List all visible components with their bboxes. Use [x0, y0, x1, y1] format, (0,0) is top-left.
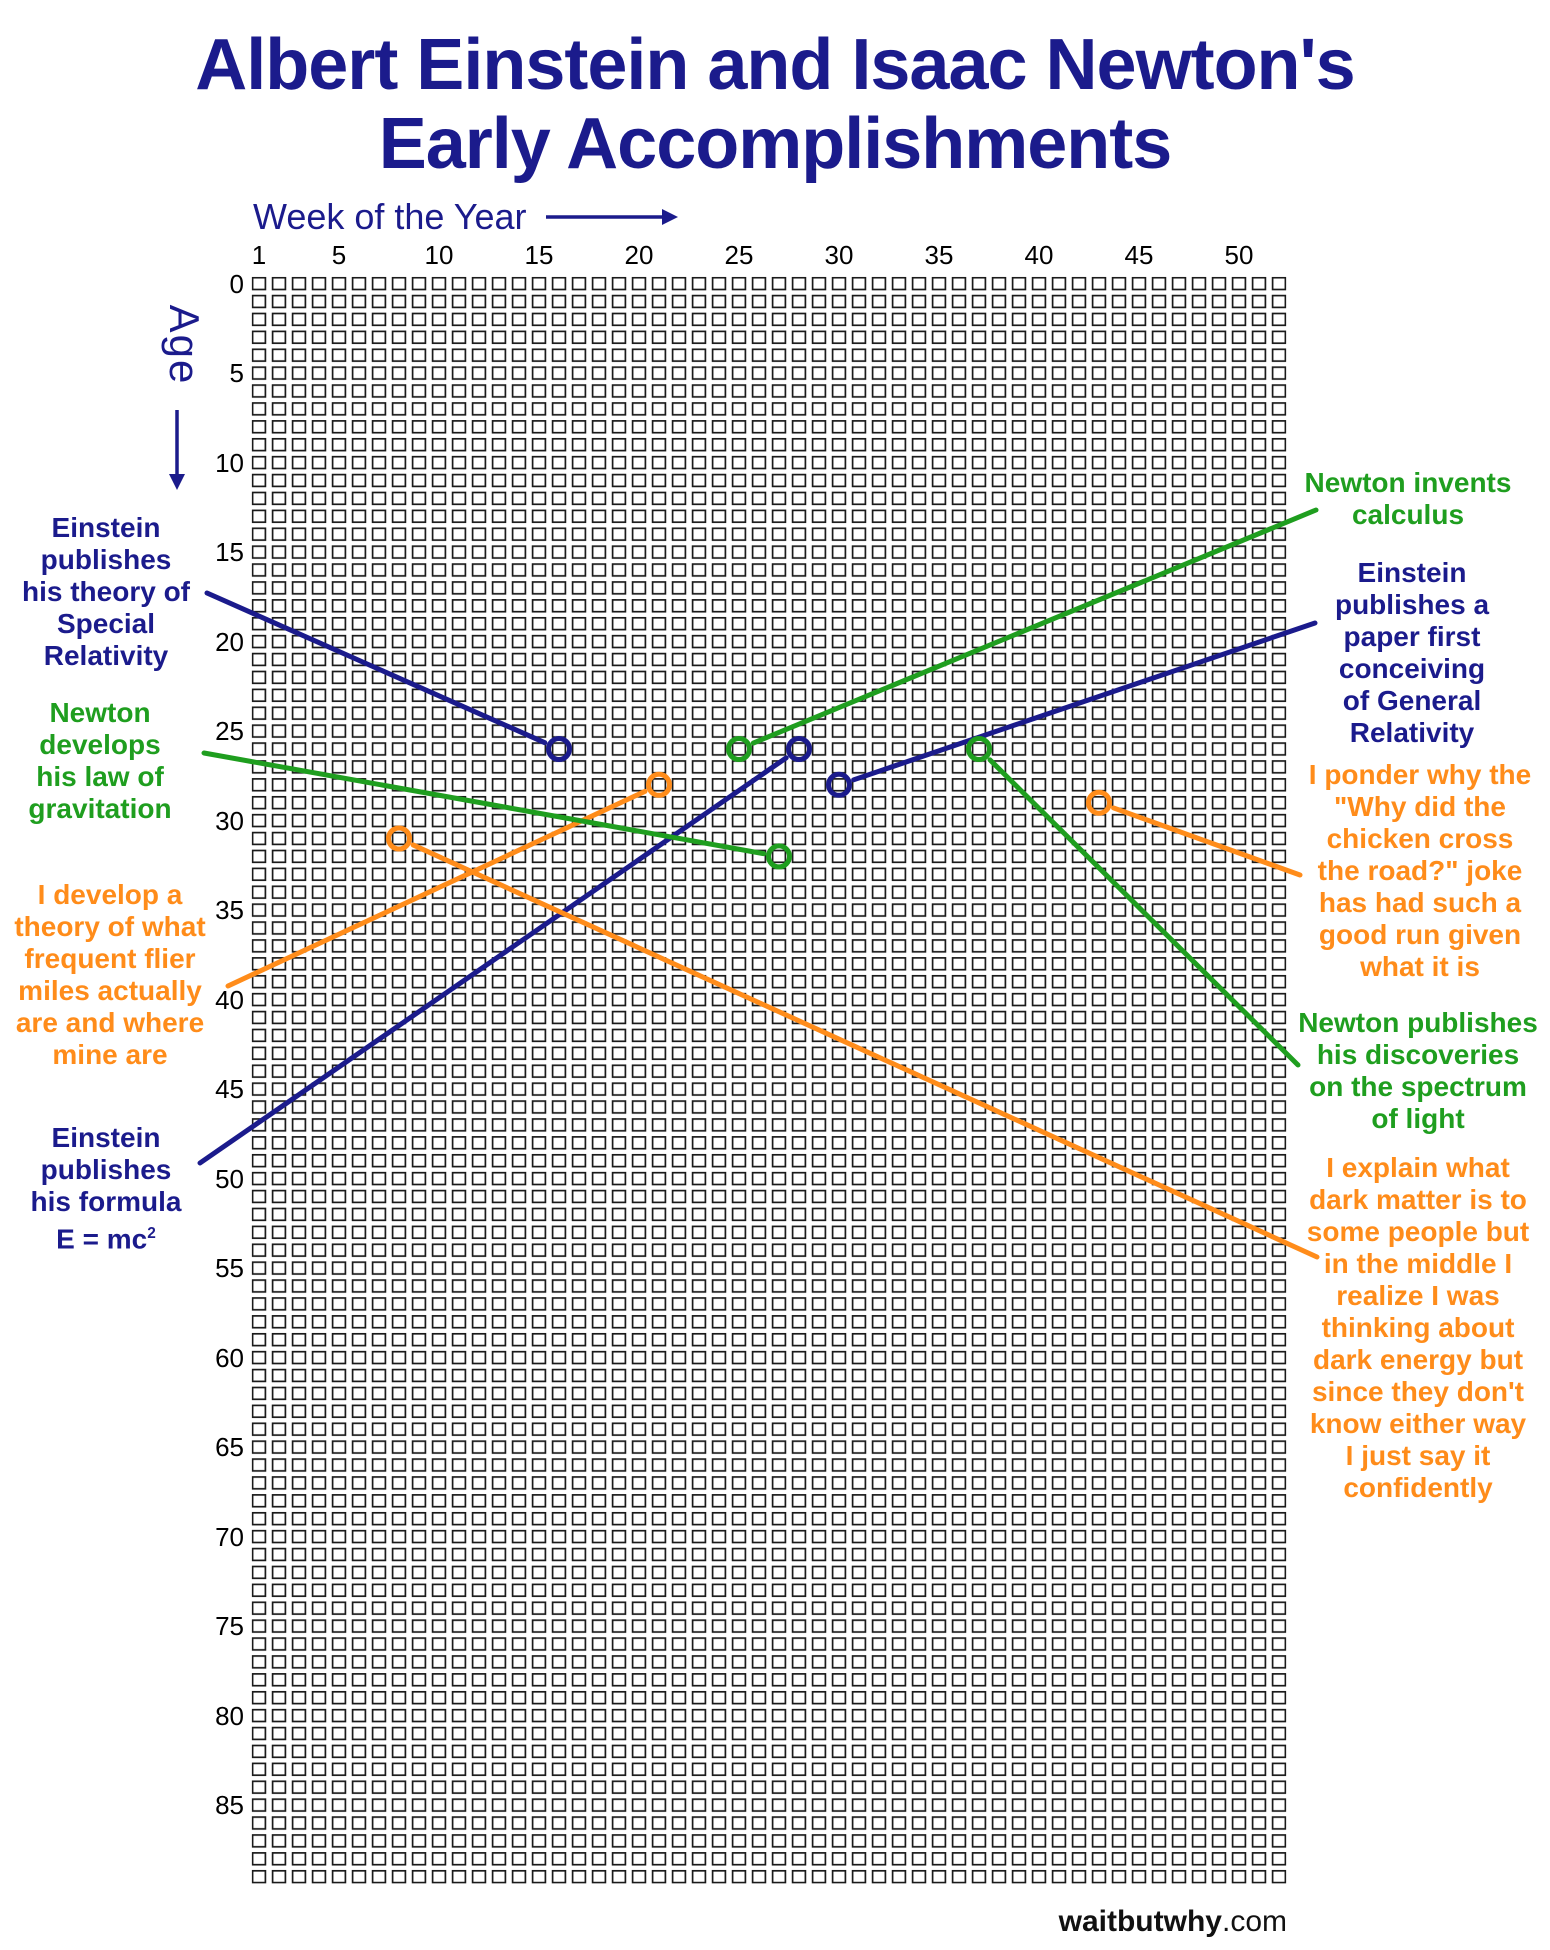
week-tick-5: 5	[331, 240, 347, 270]
event-label-frequent-flier: I develop a theory of what frequent flier m…	[14, 879, 206, 1070]
age-tick-80: 80	[215, 1700, 244, 1731]
age-tick-70: 70	[215, 1521, 244, 1552]
page-title-line1: Albert Einstein and Isaac Newton's	[195, 25, 1355, 105]
age-tick-20: 20	[215, 626, 244, 657]
event-line-frequent-flier	[225, 788, 648, 989]
age-tick-5: 5	[229, 358, 244, 389]
age-tick-35: 35	[215, 895, 244, 926]
age-tick-40: 40	[215, 984, 244, 1015]
week-tick-40: 40	[1024, 240, 1054, 270]
event-label-calculus: Newton invents calculus	[1304, 467, 1512, 530]
footer-site-tld: .com	[1221, 1905, 1287, 1938]
event-label-emc2: Einstein publishes his formula E = mc2	[30, 1122, 182, 1255]
age-tick-25: 25	[215, 716, 244, 747]
event-line-general-relativity	[851, 620, 1318, 783]
event-line-spectrum-of-light	[987, 757, 1301, 1068]
life-weeks-grid	[251, 276, 1287, 1884]
age-tick-65: 65	[215, 1432, 244, 1463]
age-tick-45: 45	[215, 1074, 244, 1105]
event-circle-calculus	[726, 736, 752, 762]
event-label-general-relativity: Einstein publishes a paper first conceiving…	[1334, 557, 1490, 748]
event-line-special-relativity	[204, 590, 548, 746]
age-axis-arrowhead	[169, 474, 185, 490]
week-tick-35: 35	[924, 240, 954, 270]
age-tick-10: 10	[215, 447, 244, 478]
page-title-line2: Early Accomplishments	[378, 104, 1173, 184]
footer-site-name: waitbutwhy	[1058, 1905, 1222, 1938]
week-tick-20: 20	[624, 240, 654, 270]
event-circle-general-relativity	[826, 771, 852, 798]
event-circle-dark-matter	[386, 825, 412, 852]
event-circle-special-relativity	[546, 736, 572, 762]
week-tick-10: 10	[424, 240, 454, 270]
age-tick-85: 85	[215, 1790, 244, 1821]
event-label-dark-matter: I explain what dark matter is to some peop…	[1306, 1152, 1530, 1503]
event-label-chicken-joke: I ponder why the "Why did the chicken cros…	[1308, 759, 1532, 982]
age-tick-60: 60	[215, 1342, 244, 1373]
week-tick-15: 15	[524, 240, 554, 270]
event-circle-frequent-flier	[646, 771, 672, 798]
week-tick-50: 50	[1224, 240, 1254, 270]
event-circle-gravitation	[766, 843, 792, 870]
event-label-special-relativity: Einstein publishes his theory of Special Rel…	[21, 512, 191, 671]
age-tick-0: 0	[229, 268, 244, 299]
age-tick-75: 75	[215, 1611, 244, 1642]
footer-credit: waitbutwhy.com	[1059, 1905, 1287, 1939]
event-line-dark-matter	[410, 842, 1320, 1260]
event-label-spectrum-of-light: Newton publishes his discoveries on the sp…	[1298, 1007, 1538, 1134]
x-axis-title: Week of the Year	[253, 196, 527, 237]
week-tick-30: 30	[824, 240, 854, 270]
week-axis-arrowhead	[662, 209, 678, 225]
event-label-gravitation: Newton develops his law of gravitation	[28, 697, 172, 824]
age-tick-15: 15	[215, 537, 244, 568]
week-tick-25: 25	[724, 240, 754, 270]
event-circle-emc2	[786, 736, 812, 762]
event-line-emc2	[197, 755, 789, 1166]
age-tick-30: 30	[215, 805, 244, 836]
week-tick-45: 45	[1124, 240, 1154, 270]
page-title: Albert Einstein and Isaac Newton's Early…	[0, 26, 1550, 184]
age-tick-50: 50	[215, 1163, 244, 1194]
week-tick-1: 1	[251, 240, 267, 270]
event-line-calculus	[750, 507, 1319, 746]
age-tick-55: 55	[215, 1253, 244, 1284]
event-circle-chicken-joke	[1086, 789, 1112, 816]
event-circle-spectrum-of-light	[966, 736, 992, 762]
event-line-chicken-joke	[1111, 805, 1303, 878]
event-line-gravitation	[201, 750, 767, 857]
